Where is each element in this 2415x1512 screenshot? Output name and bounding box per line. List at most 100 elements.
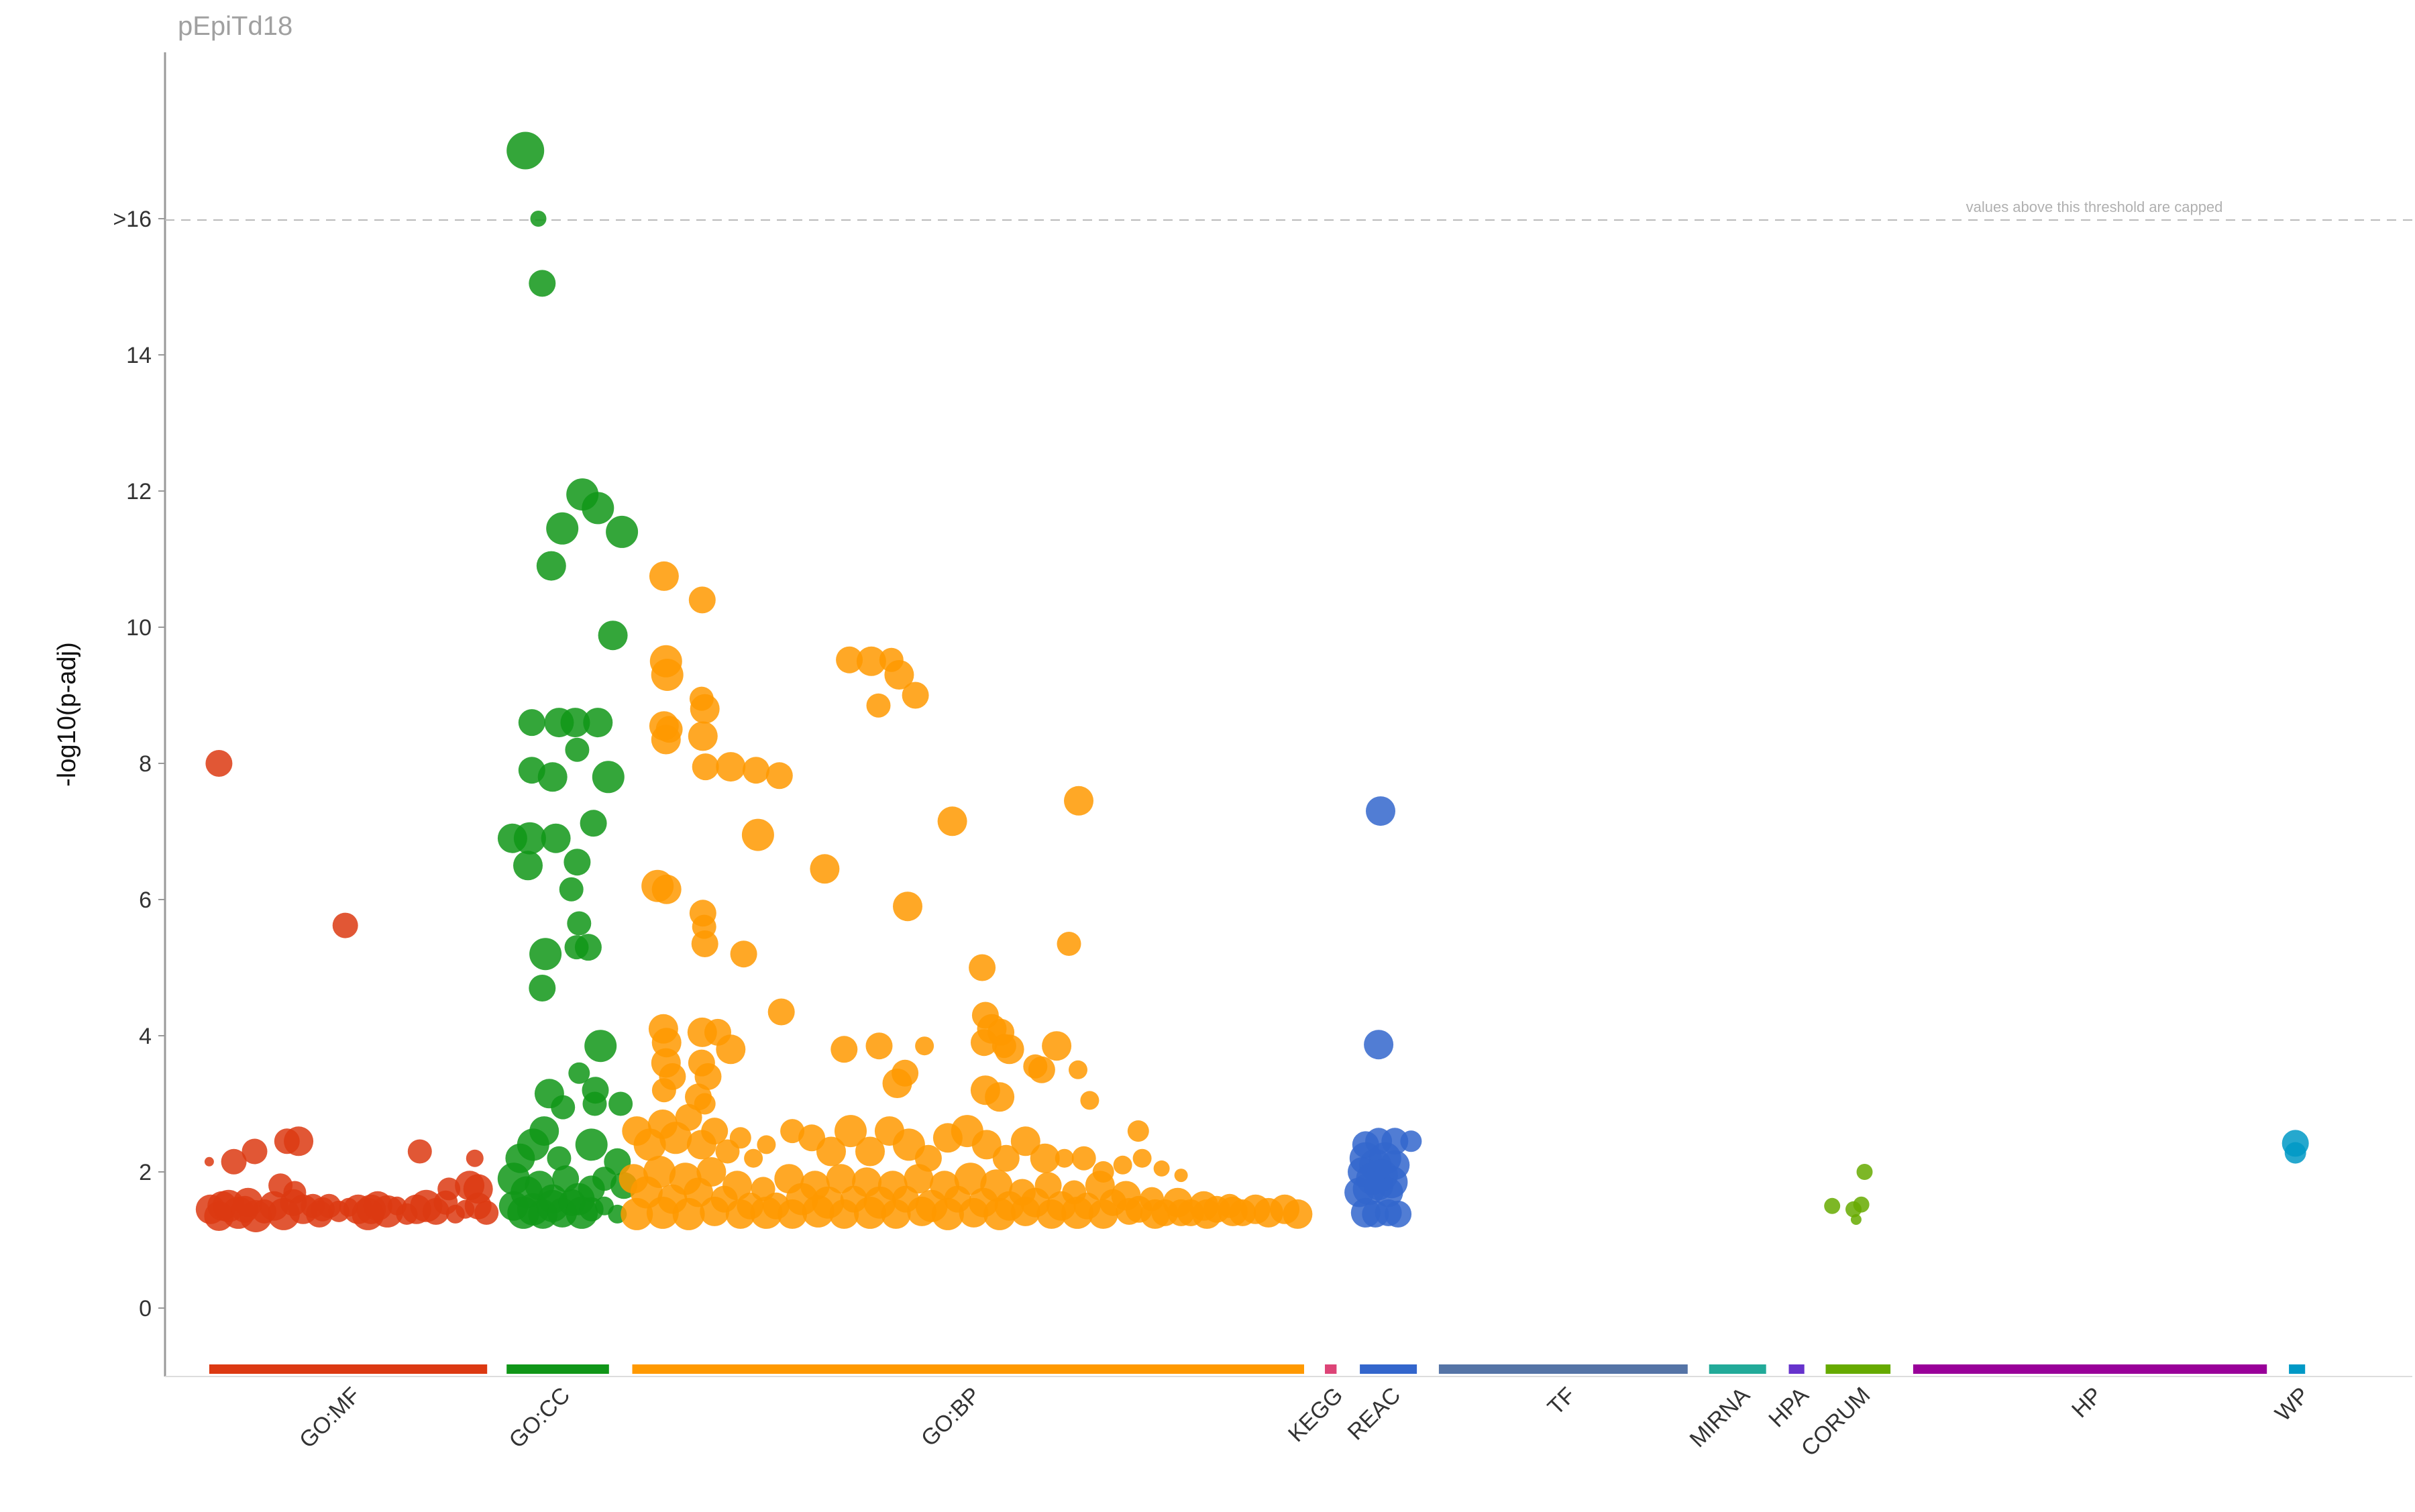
data-point[interactable]	[651, 1078, 676, 1103]
data-point[interactable]	[221, 1148, 247, 1175]
data-point[interactable]	[1853, 1196, 1870, 1213]
data-point[interactable]	[1057, 932, 1081, 956]
data-point[interactable]	[1088, 1199, 1118, 1229]
data-point[interactable]	[536, 551, 566, 581]
data-point[interactable]	[474, 1200, 499, 1225]
data-point[interactable]	[598, 620, 628, 651]
data-point[interactable]	[643, 1156, 676, 1188]
data-point[interactable]	[855, 1136, 885, 1167]
data-point[interactable]	[985, 1082, 1015, 1112]
data-point[interactable]	[241, 1138, 268, 1165]
data-point[interactable]	[971, 1130, 1002, 1160]
data-point[interactable]	[816, 1136, 846, 1167]
data-point[interactable]	[529, 270, 556, 297]
data-point[interactable]	[1055, 1148, 1074, 1168]
data-point[interactable]	[690, 694, 720, 724]
data-point[interactable]	[606, 515, 639, 548]
data-point[interactable]	[884, 660, 914, 690]
data-point[interactable]	[765, 762, 793, 790]
data-point[interactable]	[537, 762, 568, 792]
data-point[interactable]	[902, 682, 929, 709]
data-point[interactable]	[565, 737, 590, 762]
data-point[interactable]	[529, 975, 556, 1002]
data-point[interactable]	[1061, 1196, 1093, 1229]
data-point[interactable]	[584, 1030, 617, 1063]
data-point[interactable]	[1385, 1200, 1412, 1228]
data-point[interactable]	[649, 561, 679, 591]
data-point[interactable]	[284, 1126, 314, 1156]
data-point[interactable]	[780, 1119, 805, 1144]
data-point[interactable]	[777, 1199, 808, 1229]
data-point[interactable]	[757, 1135, 776, 1154]
data-point[interactable]	[937, 806, 967, 836]
data-point[interactable]	[1174, 1169, 1188, 1183]
data-point[interactable]	[1036, 1199, 1067, 1229]
data-point[interactable]	[1140, 1199, 1170, 1229]
data-point[interactable]	[716, 752, 746, 782]
data-point[interactable]	[1069, 1060, 1087, 1079]
data-point[interactable]	[892, 1059, 919, 1087]
data-point[interactable]	[541, 823, 571, 853]
data-point[interactable]	[1850, 1214, 1862, 1225]
data-point[interactable]	[1132, 1148, 1152, 1168]
data-point[interactable]	[1192, 1199, 1222, 1229]
data-point[interactable]	[608, 1091, 633, 1116]
data-point[interactable]	[207, 1191, 237, 1221]
data-point[interactable]	[547, 1146, 572, 1171]
data-point[interactable]	[1030, 1143, 1060, 1173]
data-point[interactable]	[1856, 1164, 1873, 1180]
data-point[interactable]	[356, 1194, 386, 1224]
data-point[interactable]	[696, 1157, 727, 1187]
data-point[interactable]	[992, 1144, 1020, 1172]
data-point[interactable]	[865, 1032, 893, 1060]
data-point[interactable]	[866, 693, 891, 718]
data-point[interactable]	[651, 874, 682, 904]
data-point[interactable]	[904, 1164, 934, 1194]
data-point[interactable]	[915, 1036, 934, 1056]
data-point[interactable]	[332, 912, 358, 938]
data-point[interactable]	[567, 911, 592, 936]
data-point[interactable]	[700, 1196, 730, 1226]
data-point[interactable]	[204, 1156, 214, 1167]
data-point[interactable]	[954, 1163, 987, 1195]
data-point[interactable]	[575, 1128, 608, 1161]
data-point[interactable]	[559, 877, 584, 902]
data-point[interactable]	[743, 757, 769, 784]
data-point[interactable]	[694, 1063, 722, 1090]
data-point[interactable]	[741, 818, 774, 851]
data-point[interactable]	[1366, 796, 1395, 826]
data-point[interactable]	[767, 998, 795, 1026]
data-point[interactable]	[310, 1197, 335, 1222]
data-point[interactable]	[646, 1196, 679, 1229]
data-point[interactable]	[466, 1149, 484, 1167]
data-point[interactable]	[1080, 1091, 1099, 1110]
data-point[interactable]	[675, 1103, 702, 1131]
data-point[interactable]	[810, 854, 840, 884]
data-point[interactable]	[856, 646, 886, 676]
data-point[interactable]	[716, 1034, 746, 1065]
data-point[interactable]	[688, 586, 716, 614]
data-point[interactable]	[546, 512, 579, 545]
data-point[interactable]	[881, 1199, 911, 1229]
data-point[interactable]	[564, 935, 589, 960]
data-point[interactable]	[994, 1034, 1024, 1065]
data-point[interactable]	[407, 1139, 432, 1164]
data-point[interactable]	[1153, 1160, 1170, 1177]
data-point[interactable]	[1064, 786, 1093, 816]
data-point[interactable]	[835, 1115, 867, 1148]
data-point[interactable]	[959, 1197, 989, 1228]
data-point[interactable]	[826, 1164, 856, 1194]
data-point[interactable]	[651, 724, 681, 755]
data-point[interactable]	[205, 750, 233, 777]
data-point[interactable]	[1373, 1177, 1403, 1207]
data-point[interactable]	[983, 1197, 1016, 1230]
data-point[interactable]	[592, 761, 625, 794]
data-point[interactable]	[568, 1062, 590, 1084]
data-point[interactable]	[231, 1195, 258, 1223]
data-point[interactable]	[583, 708, 613, 738]
data-point[interactable]	[560, 708, 590, 738]
data-point[interactable]	[802, 1195, 835, 1228]
data-point[interactable]	[1010, 1196, 1040, 1226]
data-point[interactable]	[692, 753, 719, 781]
data-point[interactable]	[744, 1148, 763, 1168]
